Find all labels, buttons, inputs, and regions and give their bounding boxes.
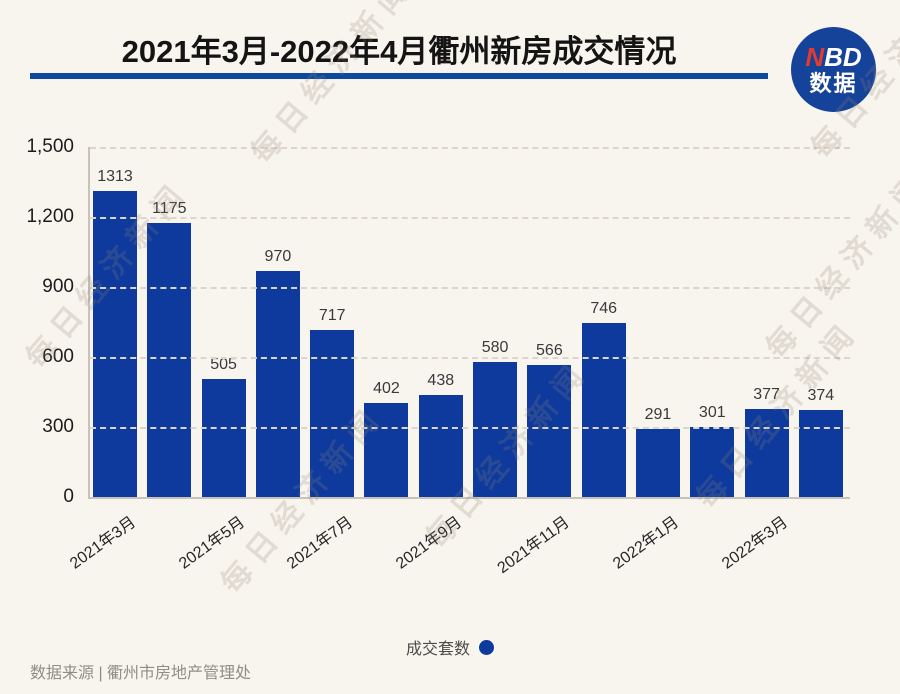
x-tick-label: 2021年11月 [494, 513, 573, 578]
title-underline [30, 73, 768, 79]
nbd-logo-text: NBD [805, 44, 861, 71]
gridline [90, 357, 850, 359]
bar-group-2022年4月: 374 [798, 147, 843, 497]
data-source: 数据来源 | 衢州市房地产管理处 [30, 665, 252, 682]
bar-value-label: 377 [753, 386, 780, 404]
bar-group-2021年3月: 1313 [93, 147, 137, 497]
bar-value-label: 301 [698, 403, 726, 421]
bar-group-2021年9月: 438 [418, 147, 463, 497]
x-tick-label: 2021年7月 [283, 513, 356, 573]
y-tick-label: 300 [42, 416, 74, 437]
y-tick-label: 0 [63, 486, 74, 507]
bar-value-label: 402 [373, 380, 400, 398]
bar [147, 222, 192, 497]
bar-chart-plot: 1313 1175 505 970 717 402 438 580 566 746 291 301 37… [26, 136, 850, 577]
bar [310, 329, 355, 497]
gridline [90, 287, 850, 289]
bars-container: 1313 1175 505 970 717 402 438 580 566 746 291 301 37… [93, 147, 843, 497]
bar [635, 429, 680, 497]
gridline [90, 147, 850, 149]
bar-group-2021年6月: 970 [255, 147, 300, 497]
bar-group-2021年10月: 580 [473, 147, 518, 497]
bar-value-label: 291 [644, 406, 672, 424]
bar [93, 190, 137, 497]
bar-group-2021年5月: 505 [201, 147, 246, 497]
header: 2021年3月-2022年4月衢州新房成交情况 [30, 0, 768, 71]
x-tick-label: 2021年3月 [66, 513, 139, 573]
x-tick-label: 2021年9月 [392, 513, 465, 573]
bar-value-label: 1175 [152, 199, 187, 217]
bar [581, 322, 626, 497]
y-axis-line [88, 147, 90, 497]
bar-group-2022年2月: 301 [690, 147, 735, 497]
bar [418, 394, 463, 497]
x-tick-label: 2022年3月 [718, 513, 791, 573]
legend: 成交套数 [0, 635, 900, 659]
x-tick-label: 2021年5月 [175, 513, 248, 573]
x-axis-line [88, 497, 850, 499]
y-tick-label: 1,500 [26, 136, 74, 157]
y-tick-label: 1,200 [26, 206, 74, 227]
bar-value-label: 1313 [97, 167, 133, 185]
gridline [90, 427, 850, 429]
bar-group-2021年11月: 566 [527, 147, 572, 497]
x-tick-label: 2022年1月 [609, 513, 682, 573]
bar-group-2021年7月: 717 [310, 147, 355, 497]
bar-value-label: 580 [481, 338, 509, 356]
bar-value-label: 505 [210, 356, 237, 374]
bar [690, 426, 735, 497]
bar-value-label: 438 [427, 371, 455, 389]
nbd-logo-bd: BD [824, 42, 862, 73]
bar-value-label: 746 [590, 299, 618, 317]
bar-group-2021年12月: 746 [581, 147, 626, 497]
bar [527, 364, 572, 497]
legend-dot-icon [479, 639, 494, 655]
nbd-logo-n: N [805, 42, 825, 73]
bar-value-label: 970 [264, 247, 292, 265]
bar [255, 270, 300, 497]
nbd-logo: NBD 数据 [791, 27, 876, 112]
legend-label: 成交套数 [405, 641, 470, 658]
bar-group-2021年4月: 1175 [147, 147, 192, 497]
bar [473, 361, 518, 497]
page-title: 2021年3月-2022年4月衢州新房成交情况 [121, 34, 677, 69]
y-tick-label: 900 [42, 276, 74, 297]
bar-value-label: 374 [807, 386, 835, 404]
bar-value-label: 566 [536, 341, 563, 359]
bar-group-2021年8月: 402 [364, 147, 409, 497]
nbd-logo-subtitle: 数据 [809, 70, 858, 96]
bar [364, 403, 409, 497]
gridline [90, 217, 850, 219]
bar [201, 379, 246, 497]
y-tick-label: 600 [42, 346, 74, 367]
bar-group-2022年1月: 291 [635, 147, 680, 497]
bar-value-label: 717 [318, 306, 346, 324]
bar [744, 409, 789, 497]
bar [798, 409, 843, 497]
bar-group-2022年3月: 377 [744, 147, 789, 497]
